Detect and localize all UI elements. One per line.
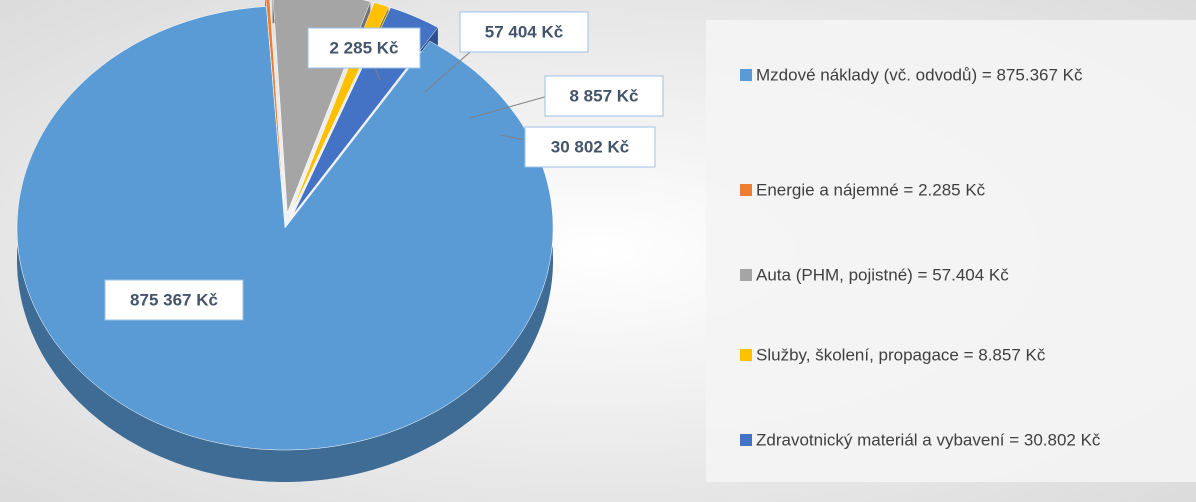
data-label-box — [459, 11, 589, 53]
legend-swatch — [740, 69, 752, 81]
leader-line — [424, 51, 471, 93]
data-label: 8 857 Kč — [570, 86, 639, 105]
legend-panel — [706, 20, 1196, 482]
legend-label: Mzdové náklady (vč. odvodů) = 875.367 Kč — [756, 65, 1083, 84]
legend-label: Auta (PHM, pojistné) = 57.404 Kč — [756, 265, 1009, 284]
data-label: 2 285 Kč — [330, 38, 399, 57]
leader-line — [469, 95, 549, 119]
legend-label: Služby, školení, propagace = 8.857 Kč — [756, 345, 1046, 364]
slice — [16, 6, 554, 451]
legend-swatch — [740, 349, 752, 361]
data-label-box — [307, 27, 421, 69]
legend-swatch — [740, 269, 752, 281]
legend-label: Zdravotnický materiál a vybavení = 30.80… — [756, 430, 1101, 449]
legend-swatch — [740, 184, 752, 196]
data-label-box — [544, 75, 664, 117]
legend-swatch — [740, 434, 752, 446]
legend-label: Energie a nájemné = 2.285 Kč — [756, 180, 986, 199]
leader-line — [374, 67, 381, 81]
data-label: 57 404 Kč — [485, 22, 563, 41]
data-label-box — [524, 126, 656, 168]
data-label-box — [104, 279, 244, 321]
data-label: 30 802 Kč — [551, 137, 629, 156]
leader-line — [499, 134, 526, 141]
data-label: 875 367 Kč — [130, 290, 218, 309]
